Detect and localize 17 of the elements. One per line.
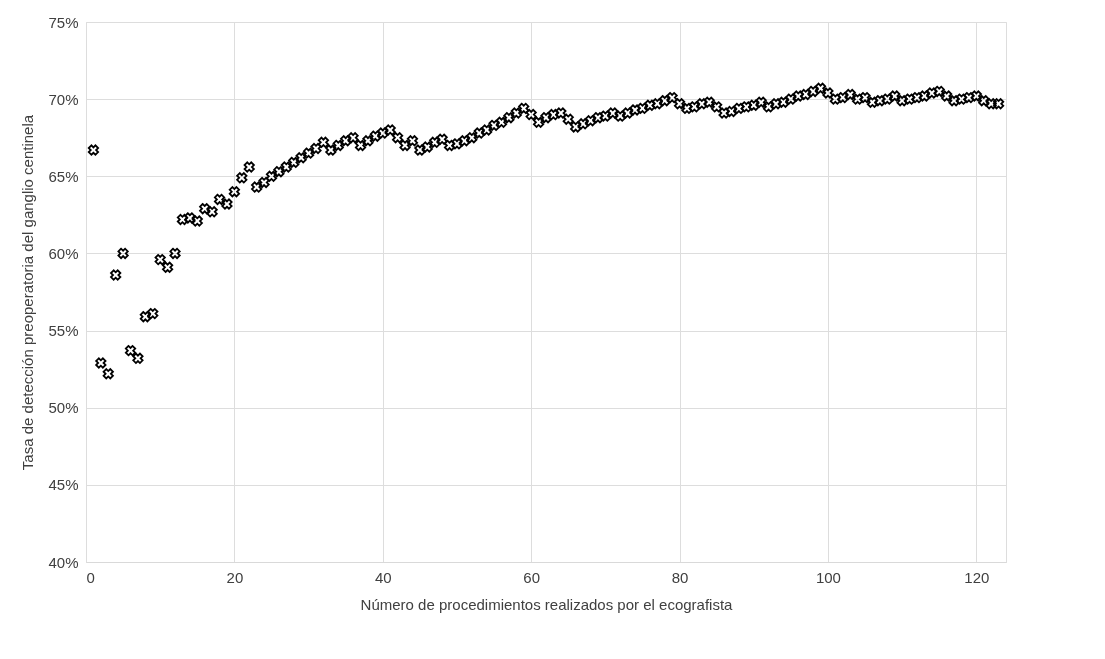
x-tick-label: 20 [226, 568, 244, 586]
x-tick-label: 120 [964, 568, 990, 586]
x-tick-label: 0 [86, 568, 95, 586]
x-tick-label: 80 [671, 568, 689, 586]
y-tick-label: 50% [48, 399, 79, 417]
y-tick-label: 65% [48, 167, 79, 185]
x-tick-label: 60 [523, 568, 541, 586]
y-tick-label: 70% [48, 90, 79, 108]
x-tick-label: 40 [374, 568, 392, 586]
y-tick-label: 45% [48, 476, 79, 494]
x-tick-label: 100 [815, 568, 841, 586]
y-tick-label: 40% [48, 553, 79, 571]
x-axis-title: Número de procedimientos realizados por el ecografista [360, 595, 734, 613]
y-tick-label: 75% [48, 13, 79, 31]
y-tick-label: 55% [48, 322, 79, 340]
y-axis-title: Tasa de detección preoperatoria del ganglio centinela [19, 114, 37, 471]
y-tick-label: 60% [48, 244, 79, 262]
